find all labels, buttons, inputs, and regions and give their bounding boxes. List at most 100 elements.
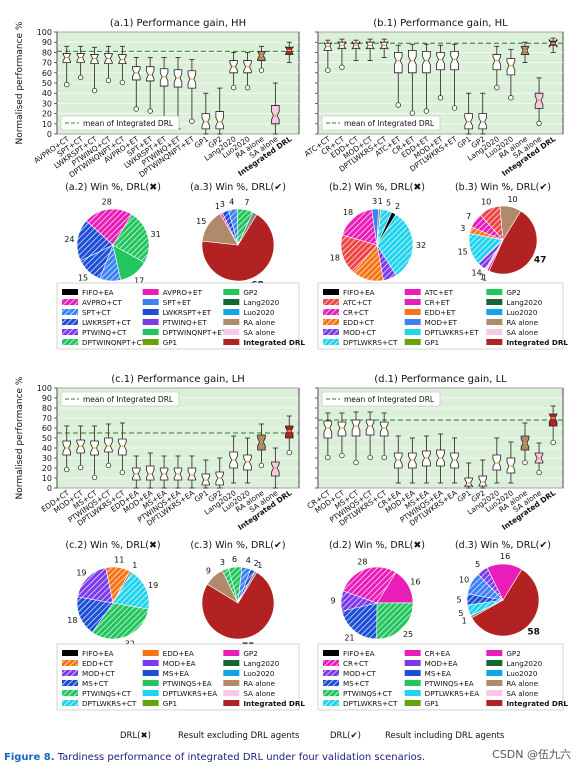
slice-hatch [237, 209, 253, 245]
legend-frame [56, 643, 300, 711]
slice-fill [488, 210, 538, 275]
legend-item: EDD+CT [323, 318, 375, 327]
slice-label: 2 [254, 559, 259, 568]
legend-item: GP1 [142, 338, 177, 347]
legend-swatch-hatch [62, 299, 78, 305]
legend-label: Integrated DRL [243, 338, 305, 347]
box-body [104, 437, 113, 453]
legend-item: Lang2020 [486, 298, 543, 307]
legend-label: RA alone [506, 679, 538, 688]
legend-label: MOD+CT [343, 669, 376, 678]
outlier [508, 95, 514, 101]
box-body [379, 421, 389, 437]
pie-a3: (a.3) Win %, DRL(✔)68151347 [190, 182, 286, 291]
legend-item: FIFO+EA [323, 288, 375, 297]
legend-label: MS+CT [82, 679, 109, 688]
slice-label: 21 [344, 633, 354, 642]
legend-item: MOD+CT [62, 669, 115, 678]
slice-label: 32 [416, 241, 426, 250]
legend-label: SA alone [243, 689, 275, 698]
pie-slice: 24 [64, 220, 114, 262]
slice-label: 9 [331, 596, 336, 605]
slice-label: 24 [64, 235, 74, 244]
slice-label: 28 [357, 557, 367, 566]
legend-swatch [223, 670, 240, 676]
legend-swatch [486, 309, 503, 315]
legend-item: SPT+CT [62, 308, 111, 317]
legend-label: mean of Integrated DRL [344, 119, 435, 128]
slice-hatch [343, 567, 396, 603]
legend-label: Lang2020 [243, 659, 279, 668]
outlier [325, 67, 331, 73]
legend-swatch [404, 339, 421, 345]
slice-fill [376, 211, 397, 246]
legend-item: DPTLWKRS+CT [323, 699, 398, 708]
legend-swatch [142, 680, 159, 686]
legend-swatch-hatch [323, 660, 339, 666]
legend-label: Integrated DRL [506, 338, 568, 347]
mean-legend: mean of Integrated DRL [321, 391, 441, 407]
legend-item: GP2 [223, 288, 258, 297]
legend-item: Lang2020 [486, 659, 543, 668]
slice-hatch [471, 214, 503, 240]
legend-item: AVPRO+CT [62, 298, 122, 307]
outlier [381, 454, 387, 461]
box-body [492, 54, 502, 71]
legend-swatch-hatch [62, 690, 78, 696]
legend-label: CR+CT [343, 308, 369, 317]
legend-swatch [404, 329, 421, 335]
boxplot-b1: ATC+CTCR+CTEDD+CTMOD+CTDPTLWKRS+CTATC+ET… [303, 18, 564, 178]
legend-item: PTWINQS+EA [404, 679, 474, 688]
legend-item: FIFO+EA [323, 649, 375, 658]
mean-legend: mean of Integrated DRL [321, 115, 441, 131]
watermark: CSDN @伍九六 [492, 748, 571, 761]
y-axis-label: Normalised performance % [15, 21, 25, 144]
legend-item: ATC+CT [323, 298, 372, 307]
slice-fill [471, 568, 540, 637]
outlier [536, 469, 542, 476]
slice-hatch [469, 233, 503, 264]
legend-label: MOD+ET [425, 318, 458, 327]
legend-item: LWKRSPT+CT [62, 318, 131, 327]
legend-label: SA alone [506, 689, 538, 698]
box-body [201, 113, 211, 130]
legend-item: FIFO+EA [62, 649, 114, 658]
legend-item: Lang2020 [223, 298, 280, 307]
y-tick-label: 100 [37, 28, 52, 37]
y-tick-label: 10 [42, 474, 52, 483]
slice-fill [201, 571, 275, 640]
y-tick-label: 70 [42, 59, 52, 68]
legend-label: FIFO+EA [82, 288, 114, 297]
outlier [395, 102, 401, 108]
legend-label: GP2 [243, 649, 257, 658]
legend-label: SPT+CT [82, 308, 111, 317]
outlier [437, 95, 444, 101]
legend-swatch [323, 650, 339, 656]
slice-hatch [77, 596, 113, 633]
pie-slice: 21 [341, 602, 378, 642]
slice-label: 10 [481, 198, 491, 207]
y-tick-label: 80 [42, 48, 52, 57]
legend-swatch [142, 650, 159, 656]
pie-title: (d.2) Win %, DRL(✖) [329, 540, 425, 551]
footnote-incl-key: DRL(✔) [330, 731, 361, 741]
legend-swatch [223, 289, 240, 295]
pie-title: (b.3) Win %, DRL(✔) [455, 182, 551, 193]
legend-swatch [142, 660, 159, 666]
pie-slice: 11 [105, 555, 131, 604]
slice-label: 1 [462, 617, 467, 626]
legend-label: RA alone [506, 318, 538, 327]
outlier [147, 108, 153, 114]
legend-item: Luo2020 [486, 308, 538, 317]
plot-title: (a.1) Performance gain, HH [110, 18, 246, 29]
slice-label: 1 [378, 197, 383, 206]
mean-legend: mean of Integrated DRL [60, 391, 180, 407]
legend-swatch [486, 700, 503, 706]
legend-item: PTWINQ+ET [142, 318, 207, 327]
outlier [119, 79, 126, 86]
pie-slice: 10 [499, 195, 522, 241]
legend-item: SA alone [486, 689, 539, 698]
pie-title: (d.3) Win %, DRL(✔) [455, 540, 551, 551]
legend-swatch [486, 339, 503, 345]
